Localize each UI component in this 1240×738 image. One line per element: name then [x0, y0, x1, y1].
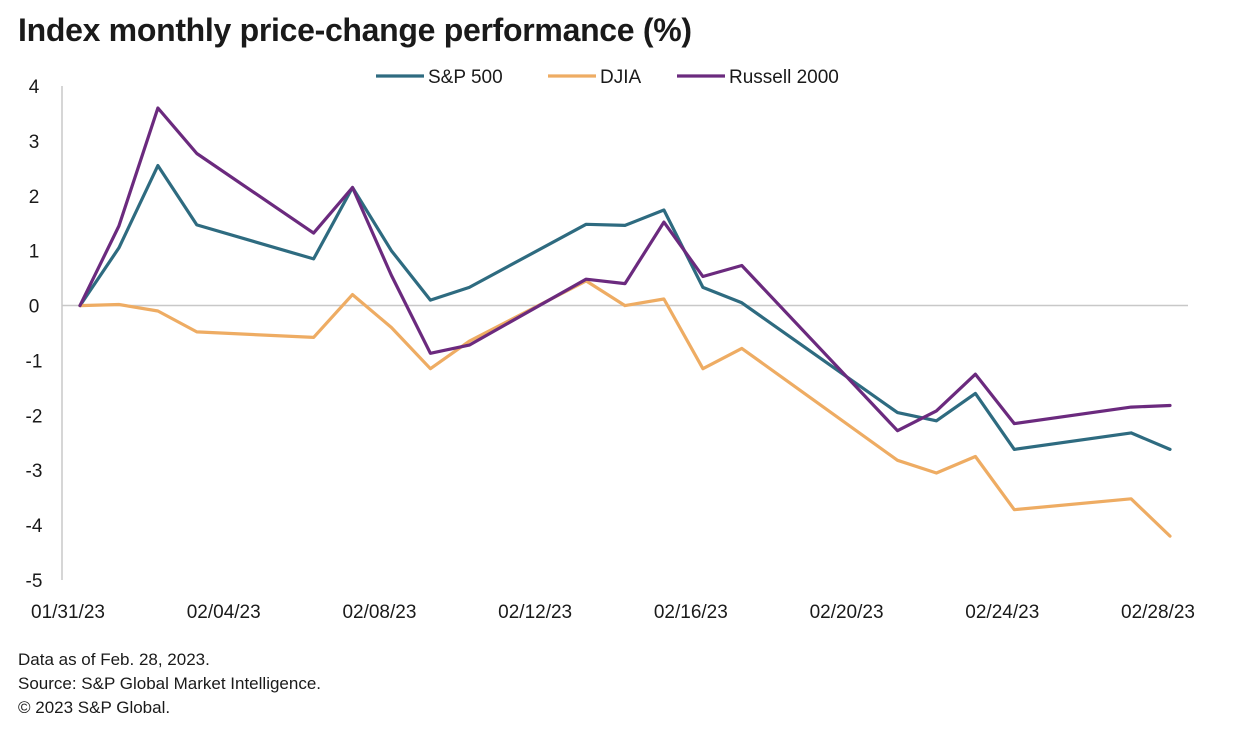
legend: S&P 500 DJIA Russell 2000	[376, 67, 839, 88]
chart-title: Index monthly price-change performance (…	[18, 12, 692, 48]
x-tick-label: 02/20/23	[810, 602, 884, 623]
y-tick-label: -3	[26, 461, 43, 482]
y-tick-label: -1	[26, 351, 43, 372]
x-tick-label: 02/16/23	[654, 602, 728, 623]
y-tick-label: -2	[26, 406, 43, 427]
series-group	[78, 106, 1172, 538]
series-line-sp500	[78, 164, 1172, 451]
x-tick-label: 02/12/23	[498, 602, 572, 623]
y-tick-label: -4	[26, 516, 43, 537]
copyright-note: © 2023 S&P Global.	[18, 698, 171, 717]
y-tick-label: 0	[29, 297, 40, 318]
legend-label-djia: DJIA	[600, 67, 642, 88]
x-tick-label: 02/08/23	[342, 602, 416, 623]
y-tick-label: -5	[26, 571, 43, 592]
source-note: Source: S&P Global Market Intelligence.	[18, 674, 322, 693]
y-tick-label: 3	[29, 132, 40, 153]
x-tick-label: 02/04/23	[187, 602, 261, 623]
series-line-russell	[78, 106, 1172, 433]
x-axis: 01/31/23 02/04/23 02/08/23 02/12/23 02/16/23…	[31, 304, 1195, 623]
legend-label-sp500: S&P 500	[428, 67, 503, 88]
legend-label-russell: Russell 2000	[729, 67, 839, 88]
chart-notes: Data as of Feb. 28, 2023. Source: S&P Gl…	[18, 648, 321, 720]
series-line-djia	[78, 279, 1172, 538]
y-tick-label: 2	[29, 187, 40, 208]
data-date-note: Data as of Feb. 28, 2023.	[18, 650, 210, 669]
line-chart: S&P 500 DJIA Russell 2000 43210-1-2-3-4-5 …	[26, 67, 1195, 623]
x-tick-label: 02/24/23	[965, 602, 1039, 623]
x-tick-label: 01/31/23	[31, 602, 105, 623]
y-tick-label: 4	[29, 77, 40, 98]
y-axis: 4 3 2 1 0 -1 -2 -3 -4 -5	[26, 77, 63, 592]
y-tick-label: 1	[29, 242, 40, 263]
x-tick-label: 02/28/23	[1121, 602, 1195, 623]
